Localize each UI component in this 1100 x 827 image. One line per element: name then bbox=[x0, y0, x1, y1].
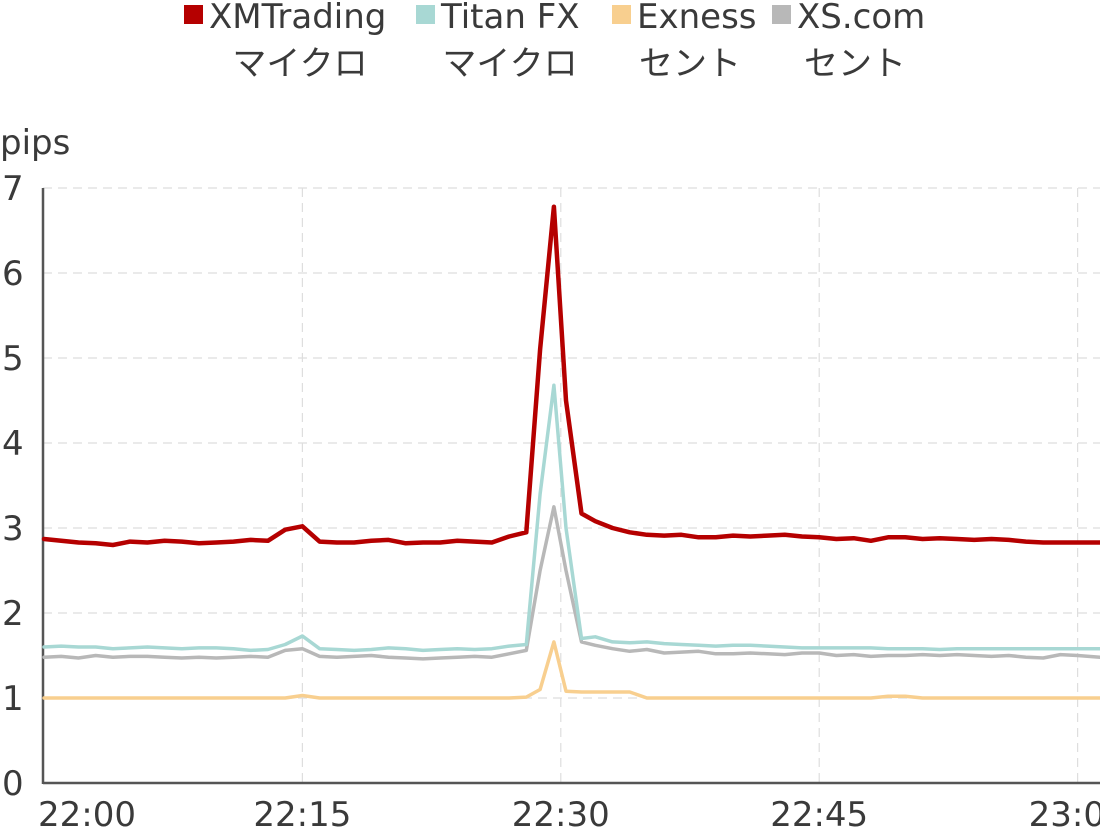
legend-item: Titan FX マイクロ bbox=[416, 0, 580, 84]
x-axis-ticks: 22:00 22:15 22:30 22:45 23:00 bbox=[38, 795, 1100, 827]
y-axis-ticks: 0 1 2 3 4 5 6 7 bbox=[2, 169, 24, 804]
legend-sublabel: マイクロ bbox=[442, 44, 577, 84]
y-axis-label: pips bbox=[0, 123, 70, 163]
grid-lines bbox=[43, 187, 1100, 783]
x-tick-label: 23:00 bbox=[1029, 795, 1100, 827]
y-tick-label: 0 bbox=[2, 764, 24, 804]
legend-sublabel: セント bbox=[804, 44, 906, 84]
series-line-xmtrading bbox=[41, 204, 1100, 548]
legend-label: Titan FX bbox=[440, 0, 580, 37]
legend-item: Exness セント bbox=[612, 0, 757, 84]
y-tick-label: 2 bbox=[2, 594, 24, 634]
legend-label: XS.com bbox=[797, 0, 925, 37]
y-tick-label: 4 bbox=[2, 424, 24, 464]
legend-swatch bbox=[416, 5, 435, 24]
y-tick-label: 1 bbox=[2, 679, 24, 719]
y-tick-label: 3 bbox=[2, 509, 24, 549]
legend-item: XS.com セント bbox=[772, 0, 925, 84]
series-line-xs-com bbox=[42, 505, 1100, 661]
x-tick-label: 22:00 bbox=[38, 795, 136, 827]
series-line-exness bbox=[42, 640, 1100, 700]
legend-sublabel: セント bbox=[639, 44, 741, 84]
series-line-titan-fx bbox=[42, 383, 1100, 653]
legend-swatch bbox=[184, 5, 203, 24]
legend-swatch bbox=[772, 5, 791, 24]
x-tick-label: 22:30 bbox=[512, 795, 610, 827]
legend-item: XMTrading マイクロ bbox=[184, 0, 386, 84]
series-lines bbox=[41, 204, 1100, 700]
legend-label: Exness bbox=[637, 0, 757, 37]
y-tick-label: 5 bbox=[2, 339, 24, 379]
axes bbox=[41, 188, 1100, 785]
legend-sublabel: マイクロ bbox=[232, 44, 367, 84]
legend-label: XMTrading bbox=[209, 0, 386, 37]
y-tick-label: 7 bbox=[2, 169, 24, 209]
y-tick-label: 6 bbox=[2, 254, 24, 294]
x-tick-label: 22:15 bbox=[253, 795, 351, 827]
legend-swatch bbox=[612, 5, 631, 24]
x-tick-label: 22:45 bbox=[770, 795, 868, 827]
